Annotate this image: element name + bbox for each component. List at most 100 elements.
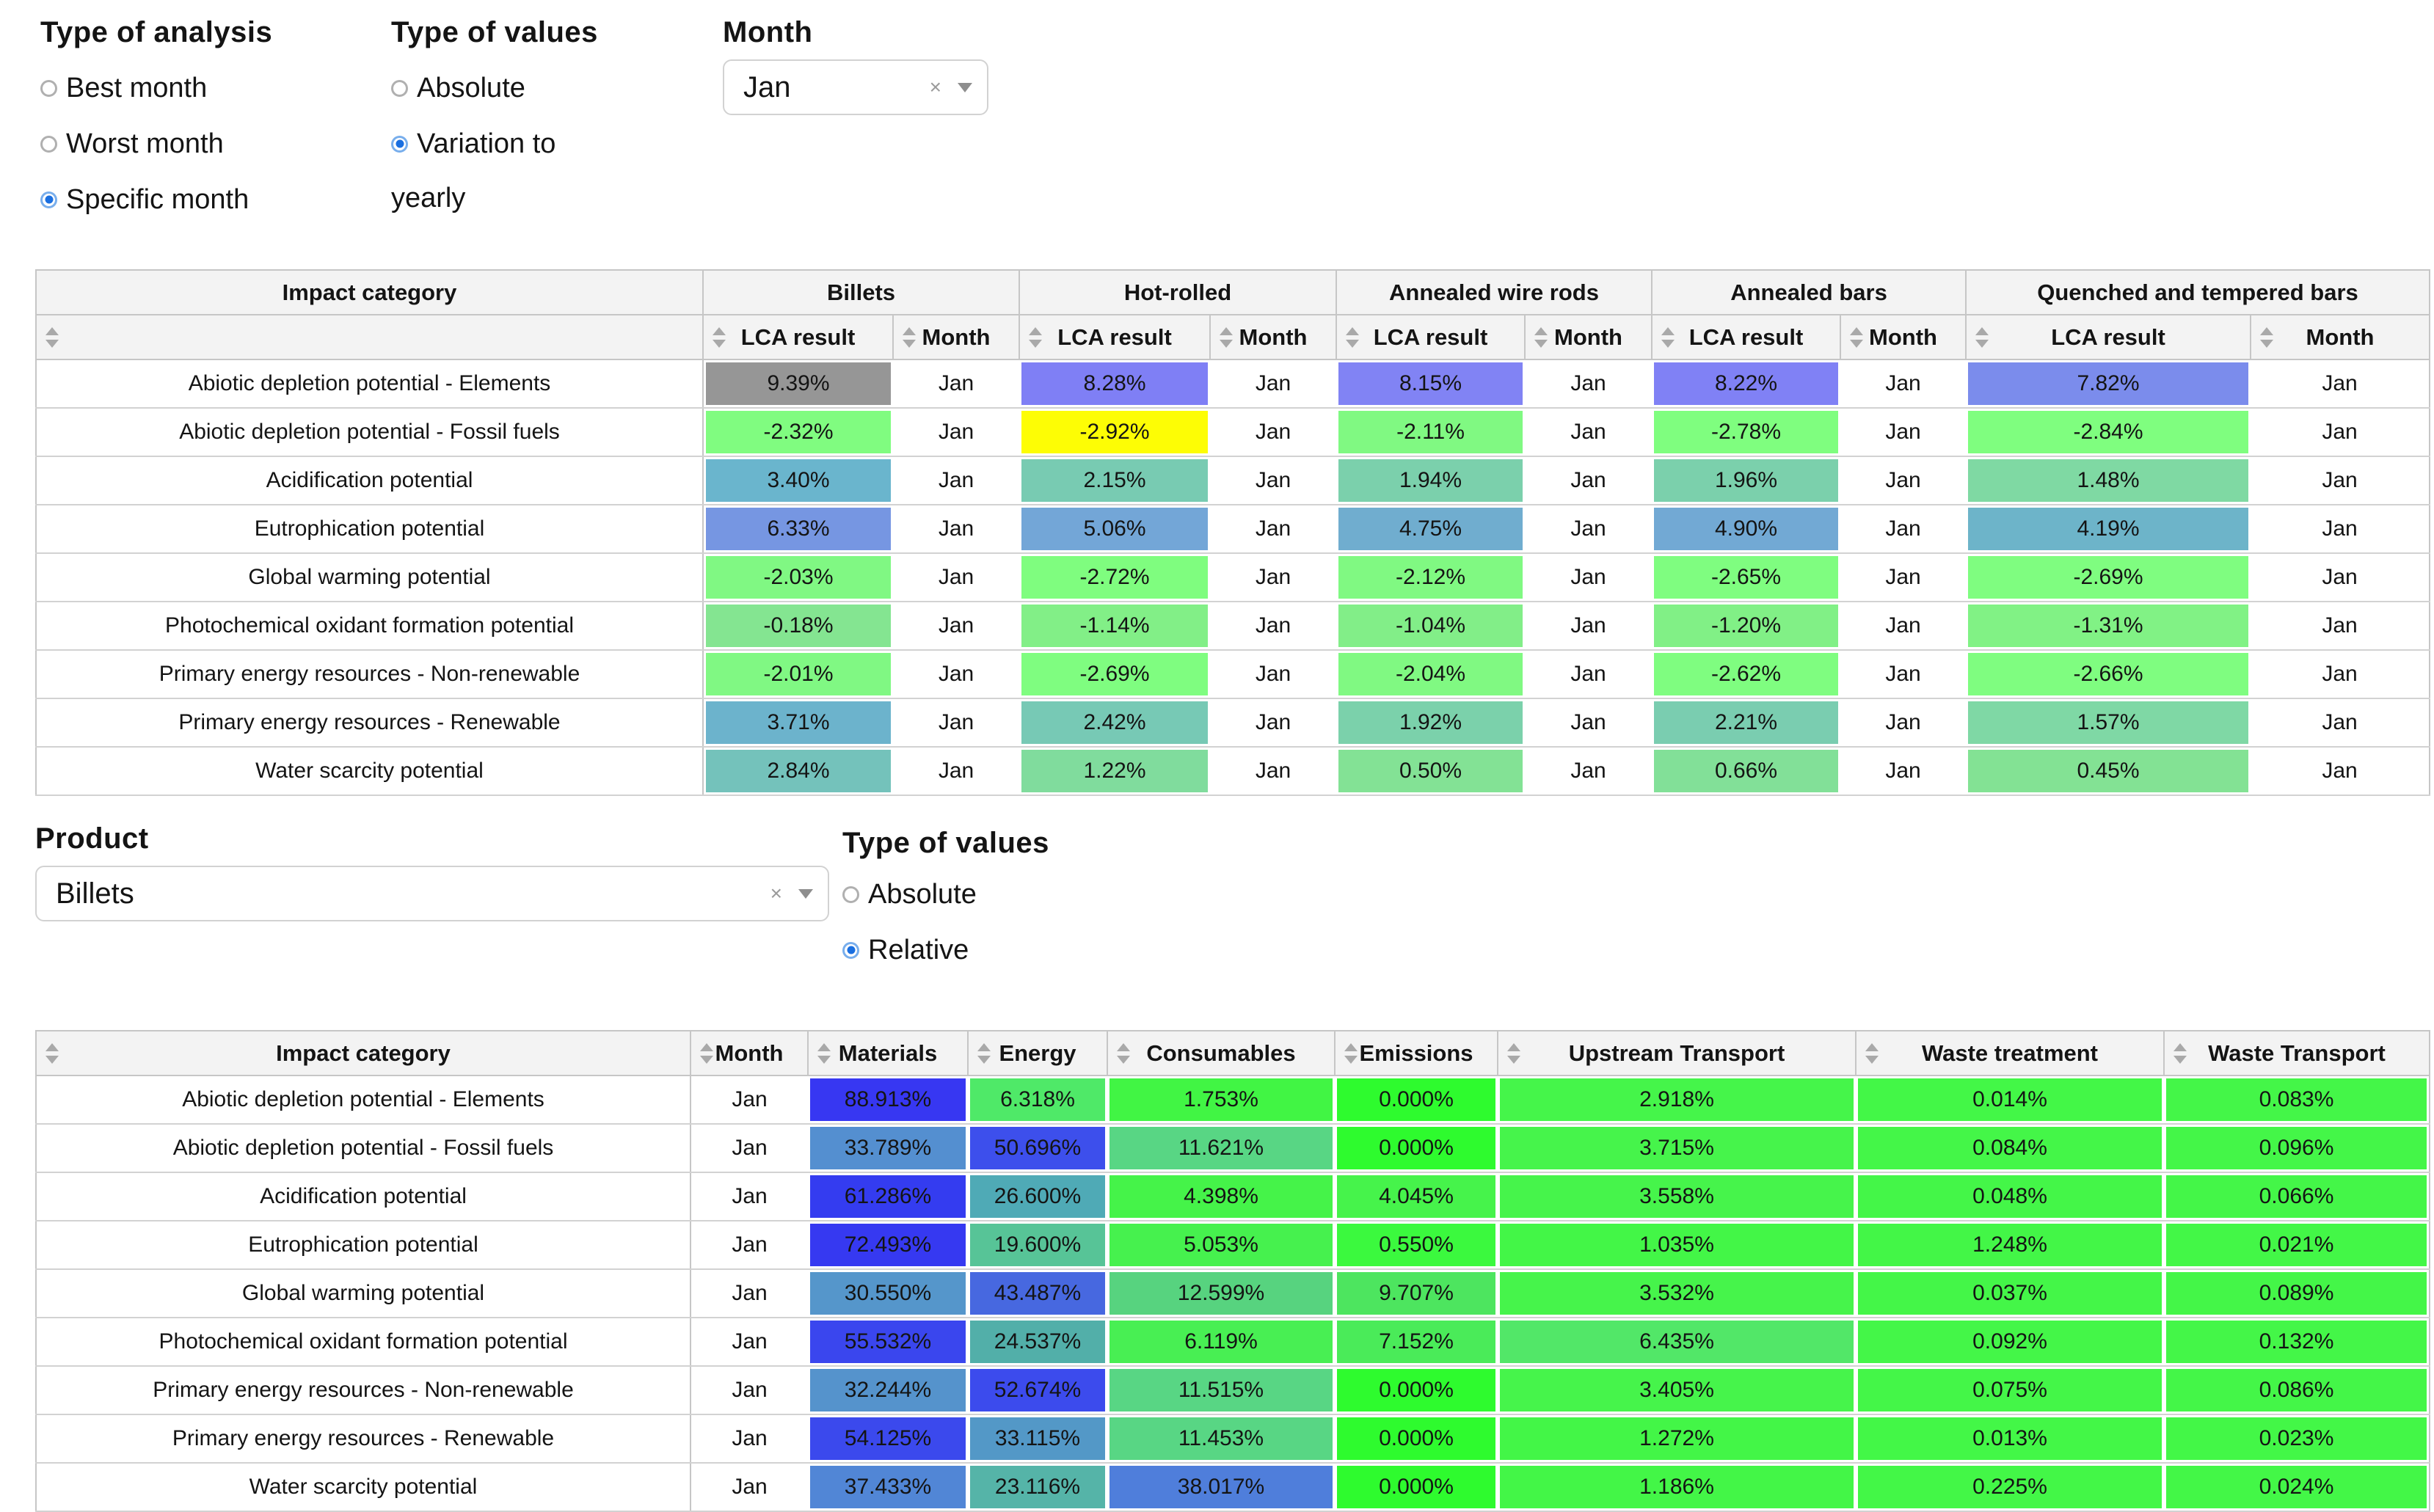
sort-icon[interactable]	[1029, 326, 1042, 348]
sort-header-upstream-transport[interactable]: Upstream Transport	[1497, 1030, 1857, 1076]
sort-icon[interactable]	[977, 1042, 991, 1064]
sort-header-month[interactable]: Month	[1209, 314, 1337, 360]
sort-icon[interactable]	[45, 1042, 59, 1064]
heatmap-cell-value: 0.225%	[1858, 1466, 2162, 1508]
impact-category-cell: Abiotic depletion potential - Elements	[35, 1075, 691, 1125]
month-cell: Jan	[2251, 747, 2430, 796]
month-select[interactable]: Jan ×	[723, 59, 988, 115]
sort-icon[interactable]	[700, 1042, 713, 1064]
clear-icon[interactable]: ×	[929, 76, 941, 98]
heatmap-cell-value: 1.035%	[1500, 1224, 1854, 1266]
heatmap-cell-value: 38.017%	[1109, 1466, 1333, 1508]
header-row: Impact category Month Materials Energy C…	[35, 1030, 2430, 1076]
sort-header-materials[interactable]: Materials	[807, 1030, 969, 1076]
radio-selected-icon[interactable]	[842, 941, 859, 959]
sort-header-consumables[interactable]: Consumables	[1107, 1030, 1336, 1076]
month-cell: Jan	[2251, 359, 2430, 409]
chevron-down-icon[interactable]	[958, 82, 972, 92]
sort-header-energy[interactable]: Energy	[967, 1030, 1108, 1076]
month-cell: Jan	[691, 1172, 808, 1221]
sort-icon[interactable]	[1507, 1042, 1520, 1064]
radio-icon[interactable]	[40, 135, 57, 153]
sort-header-lca-result[interactable]: LCA result	[1651, 314, 1841, 360]
sort-icon[interactable]	[1220, 326, 1233, 348]
radio-option-worst-month[interactable]: Worst month	[40, 127, 391, 161]
sort-header-emissions[interactable]: Emissions	[1334, 1030, 1498, 1076]
sort-icon[interactable]	[1661, 326, 1675, 348]
sort-header-lca-result[interactable]: LCA result	[702, 314, 894, 360]
table-row: Eutrophication potential 6.33% Jan 5.06% Jan…	[35, 505, 2430, 554]
lca-result-cell: 4.75%	[1336, 505, 1525, 554]
radio-icon[interactable]	[391, 79, 408, 97]
sort-icon[interactable]	[903, 326, 916, 348]
lca-result-cell: 3.71%	[703, 698, 893, 748]
clear-icon[interactable]: ×	[770, 882, 782, 905]
sort-icon[interactable]	[1534, 326, 1548, 348]
heatmap-cell-value: -2.01%	[706, 653, 891, 695]
sort-header-waste-treatment[interactable]: Waste treatment	[1855, 1030, 2165, 1076]
table-row: Primary energy resources - Renewable 3.71…	[35, 698, 2430, 748]
radio-option-best-month[interactable]: Best month	[40, 71, 391, 105]
contribution-cell: 0.024%	[2164, 1463, 2430, 1512]
sort-header-month[interactable]: Month	[892, 314, 1020, 360]
sort-header-waste-transport[interactable]: Waste Transport	[2163, 1030, 2430, 1076]
sort-header-month[interactable]: Month	[1840, 314, 1967, 360]
sort-header-impact-category[interactable]	[35, 314, 704, 360]
contribution-cell: 0.083%	[2164, 1075, 2430, 1125]
sort-header-lca-result[interactable]: LCA result	[1019, 314, 1211, 360]
heatmap-cell-value: 6.318%	[970, 1078, 1105, 1121]
radio-icon[interactable]	[842, 885, 859, 903]
contribution-cell: 33.115%	[968, 1414, 1107, 1464]
radio-selected-icon[interactable]	[391, 135, 408, 153]
sort-icon[interactable]	[817, 1042, 831, 1064]
chevron-down-icon[interactable]	[798, 888, 813, 899]
sort-header-impact-category[interactable]: Impact category	[35, 1030, 691, 1076]
heatmap-cell-value: 6.33%	[706, 508, 891, 550]
sort-icon[interactable]	[45, 326, 59, 348]
sort-header-lca-result[interactable]: LCA result	[1336, 314, 1526, 360]
heatmap-cell-value: 11.621%	[1109, 1127, 1333, 1169]
heatmap-cell-value: 33.789%	[810, 1127, 966, 1169]
table-row: Primary energy resources - Renewable Jan 5…	[35, 1414, 2430, 1464]
month-cell: Jan	[1525, 456, 1652, 505]
contribution-cell: 0.225%	[1856, 1463, 2164, 1512]
contribution-cell: 6.318%	[968, 1075, 1107, 1125]
sort-icon[interactable]	[1117, 1042, 1130, 1064]
sort-header-month[interactable]: Month	[1524, 314, 1653, 360]
sort-icon[interactable]	[1865, 1042, 1879, 1064]
radio-option-absolute[interactable]: Absolute	[842, 877, 1049, 911]
radio-option-variation-to-yearly[interactable]: Variation to	[391, 127, 723, 161]
sort-icon[interactable]	[1346, 326, 1359, 348]
sort-header-lca-result[interactable]: LCA result	[1965, 314, 2251, 360]
sort-icon[interactable]	[1975, 326, 1989, 348]
month-cell: Jan	[1840, 650, 1966, 699]
heatmap-cell-value: 7.152%	[1337, 1321, 1495, 1363]
sort-icon[interactable]	[2174, 1042, 2187, 1064]
radio-option-absolute[interactable]: Absolute	[391, 71, 723, 105]
sort-icon[interactable]	[1850, 326, 1863, 348]
heatmap-cell-value: 4.398%	[1109, 1175, 1333, 1218]
month-cell: Jan	[1840, 505, 1966, 554]
radio-option-specific-month[interactable]: Specific month	[40, 183, 391, 216]
radio-icon[interactable]	[40, 79, 57, 97]
heatmap-cell-value: 33.115%	[970, 1417, 1105, 1460]
heatmap-cell-value: 0.092%	[1858, 1321, 2162, 1363]
sort-icon[interactable]	[2260, 326, 2273, 348]
heatmap-cell-value: 72.493%	[810, 1224, 966, 1266]
contribution-cell: 1.035%	[1498, 1221, 1856, 1270]
table-row: Global warming potential Jan 30.550% 43.487…	[35, 1269, 2430, 1318]
sort-icon[interactable]	[1344, 1042, 1358, 1064]
radio-option-relative[interactable]: Relative	[842, 933, 1049, 967]
month-cell: Jan	[1525, 650, 1652, 699]
radio-selected-icon[interactable]	[40, 191, 57, 208]
sort-header-month[interactable]: Month	[690, 1030, 809, 1076]
sort-header-month[interactable]: Month	[2250, 314, 2430, 360]
lca-result-cell: 4.90%	[1652, 505, 1840, 554]
heatmap-cell-value: 88.913%	[810, 1078, 966, 1121]
impact-category-header: Impact category	[35, 269, 704, 315]
lca-result-cell: 7.82%	[1966, 359, 2251, 409]
contribution-cell: 12.599%	[1107, 1269, 1335, 1318]
product-select[interactable]: Billets ×	[35, 866, 829, 921]
sort-icon[interactable]	[713, 326, 726, 348]
heatmap-cell-value: -1.04%	[1338, 605, 1523, 647]
